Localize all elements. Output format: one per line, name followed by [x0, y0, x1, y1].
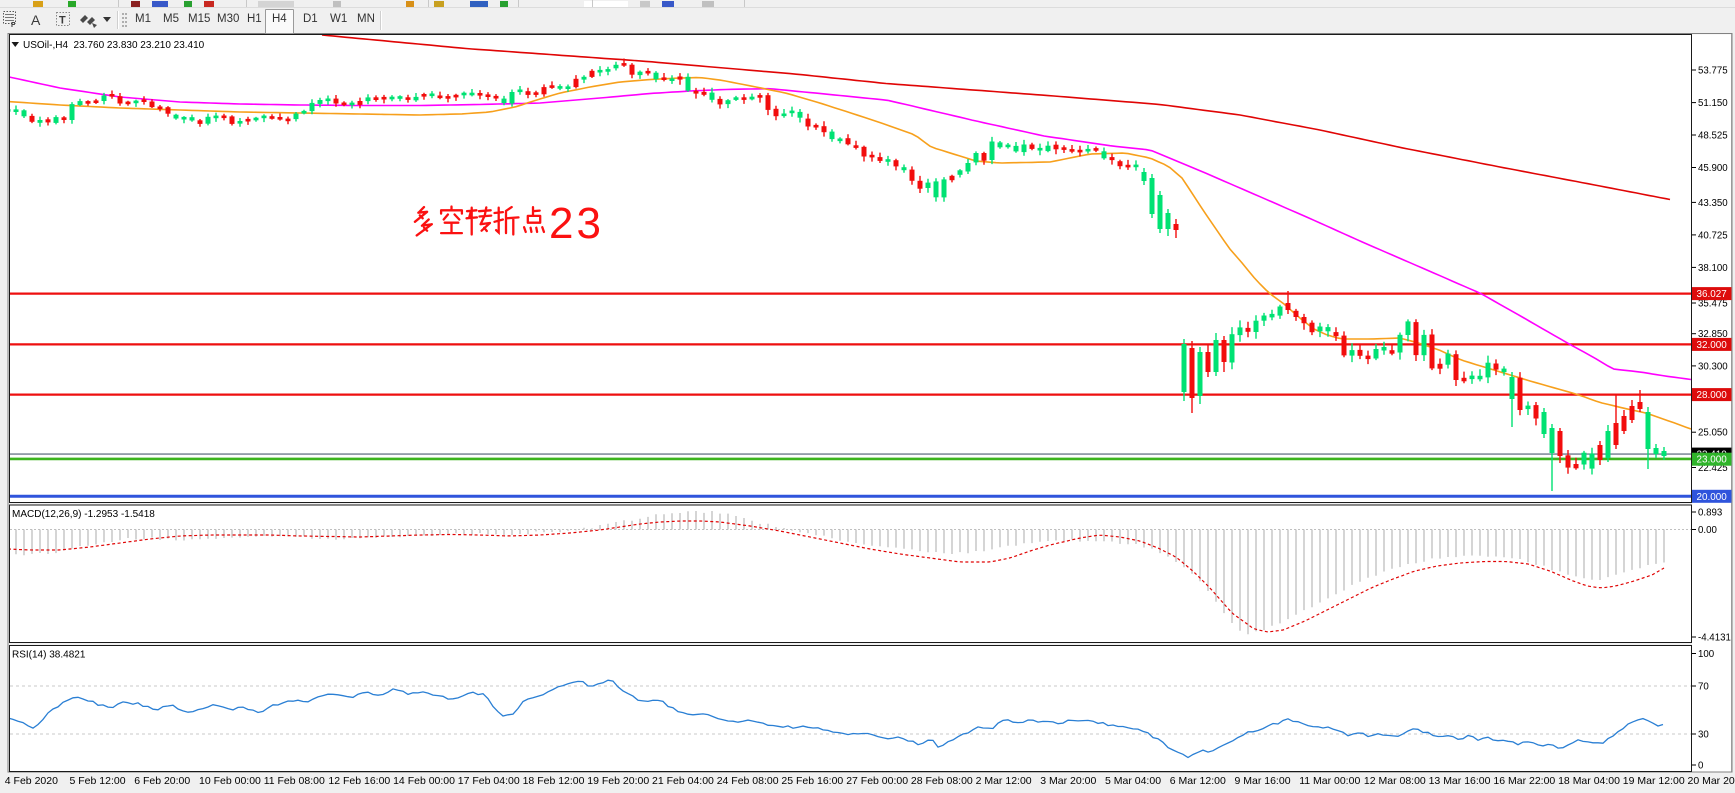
- svg-text:23: 23: [549, 199, 604, 248]
- svg-text:9 Mar 16:00: 9 Mar 16:00: [1235, 775, 1291, 787]
- svg-text:19 Feb 20:00: 19 Feb 20:00: [587, 775, 649, 787]
- svg-text:23.000: 23.000: [1697, 455, 1728, 466]
- svg-text:5 Mar 04:00: 5 Mar 04:00: [1105, 775, 1161, 787]
- svg-text:20 Mar 20:00: 20 Mar 20:00: [1688, 775, 1735, 787]
- svg-text:18 Mar 04:00: 18 Mar 04:00: [1558, 775, 1620, 787]
- svg-text:24 Feb 08:00: 24 Feb 08:00: [717, 775, 779, 787]
- svg-text:48.525: 48.525: [1698, 131, 1728, 142]
- svg-text:6 Mar 12:00: 6 Mar 12:00: [1170, 775, 1226, 787]
- svg-text:18 Feb 12:00: 18 Feb 12:00: [523, 775, 585, 787]
- svg-text:0.00: 0.00: [1698, 525, 1717, 536]
- svg-text:MACD(12,26,9) -1.2953 -1.5418: MACD(12,26,9) -1.2953 -1.5418: [12, 509, 155, 520]
- svg-text:32.850: 32.850: [1698, 329, 1728, 340]
- svg-text:3 Mar 20:00: 3 Mar 20:00: [1040, 775, 1096, 787]
- svg-text:21 Feb 04:00: 21 Feb 04:00: [652, 775, 714, 787]
- svg-text:70: 70: [1698, 682, 1709, 693]
- svg-text:100: 100: [1698, 649, 1715, 660]
- svg-text:19 Mar 12:00: 19 Mar 12:00: [1623, 775, 1685, 787]
- svg-text:13 Mar 16:00: 13 Mar 16:00: [1429, 775, 1491, 787]
- svg-text:38.100: 38.100: [1698, 263, 1728, 274]
- svg-text:32.000: 32.000: [1697, 340, 1728, 351]
- svg-text:16 Mar 22:00: 16 Mar 22:00: [1493, 775, 1555, 787]
- svg-text:12 Mar 08:00: 12 Mar 08:00: [1364, 775, 1426, 787]
- svg-text:F: F: [11, 22, 16, 29]
- svg-text:51.150: 51.150: [1698, 98, 1728, 109]
- svg-text:28 Feb 08:00: 28 Feb 08:00: [911, 775, 973, 787]
- svg-text:10 Feb 00:00: 10 Feb 00:00: [199, 775, 261, 787]
- svg-text:0: 0: [1698, 761, 1704, 772]
- svg-text:35.475: 35.475: [1698, 299, 1728, 310]
- svg-text:17 Feb 04:00: 17 Feb 04:00: [458, 775, 520, 787]
- svg-text:30: 30: [1698, 730, 1709, 741]
- svg-text:25 Feb 16:00: 25 Feb 16:00: [781, 775, 843, 787]
- svg-text:25.050: 25.050: [1698, 428, 1728, 439]
- svg-text:T: T: [59, 15, 66, 27]
- svg-text:USOil-,H4 23.760 23.830 23.21: USOil-,H4 23.760 23.830 23.210 23.410: [23, 40, 205, 51]
- svg-text:28.000: 28.000: [1697, 390, 1728, 401]
- svg-text:53.775: 53.775: [1698, 66, 1728, 77]
- svg-text:0.893: 0.893: [1698, 508, 1722, 519]
- svg-text:-4.4131: -4.4131: [1698, 633, 1731, 644]
- svg-text:27 Feb 00:00: 27 Feb 00:00: [846, 775, 908, 787]
- svg-text:A: A: [31, 12, 41, 28]
- svg-text:22.425: 22.425: [1698, 463, 1728, 474]
- svg-text:36.027: 36.027: [1697, 289, 1727, 300]
- svg-text:40.725: 40.725: [1698, 230, 1728, 241]
- svg-text:2 Mar 12:00: 2 Mar 12:00: [976, 775, 1032, 787]
- svg-text:12 Feb 16:00: 12 Feb 16:00: [328, 775, 390, 787]
- svg-text:20.000: 20.000: [1697, 492, 1728, 503]
- svg-text:4 Feb 2020: 4 Feb 2020: [5, 775, 58, 787]
- svg-text:RSI(14) 38.4821: RSI(14) 38.4821: [12, 650, 86, 661]
- svg-text:14 Feb 00:00: 14 Feb 00:00: [393, 775, 455, 787]
- svg-text:5 Feb 12:00: 5 Feb 12:00: [70, 775, 126, 787]
- svg-text:30.300: 30.300: [1698, 361, 1728, 372]
- svg-text:6 Feb 20:00: 6 Feb 20:00: [134, 775, 190, 787]
- svg-text:11 Mar 00:00: 11 Mar 00:00: [1299, 775, 1360, 787]
- svg-text:11 Feb 08:00: 11 Feb 08:00: [264, 775, 325, 787]
- svg-text:43.350: 43.350: [1698, 198, 1728, 209]
- svg-text:45.900: 45.900: [1698, 163, 1728, 174]
